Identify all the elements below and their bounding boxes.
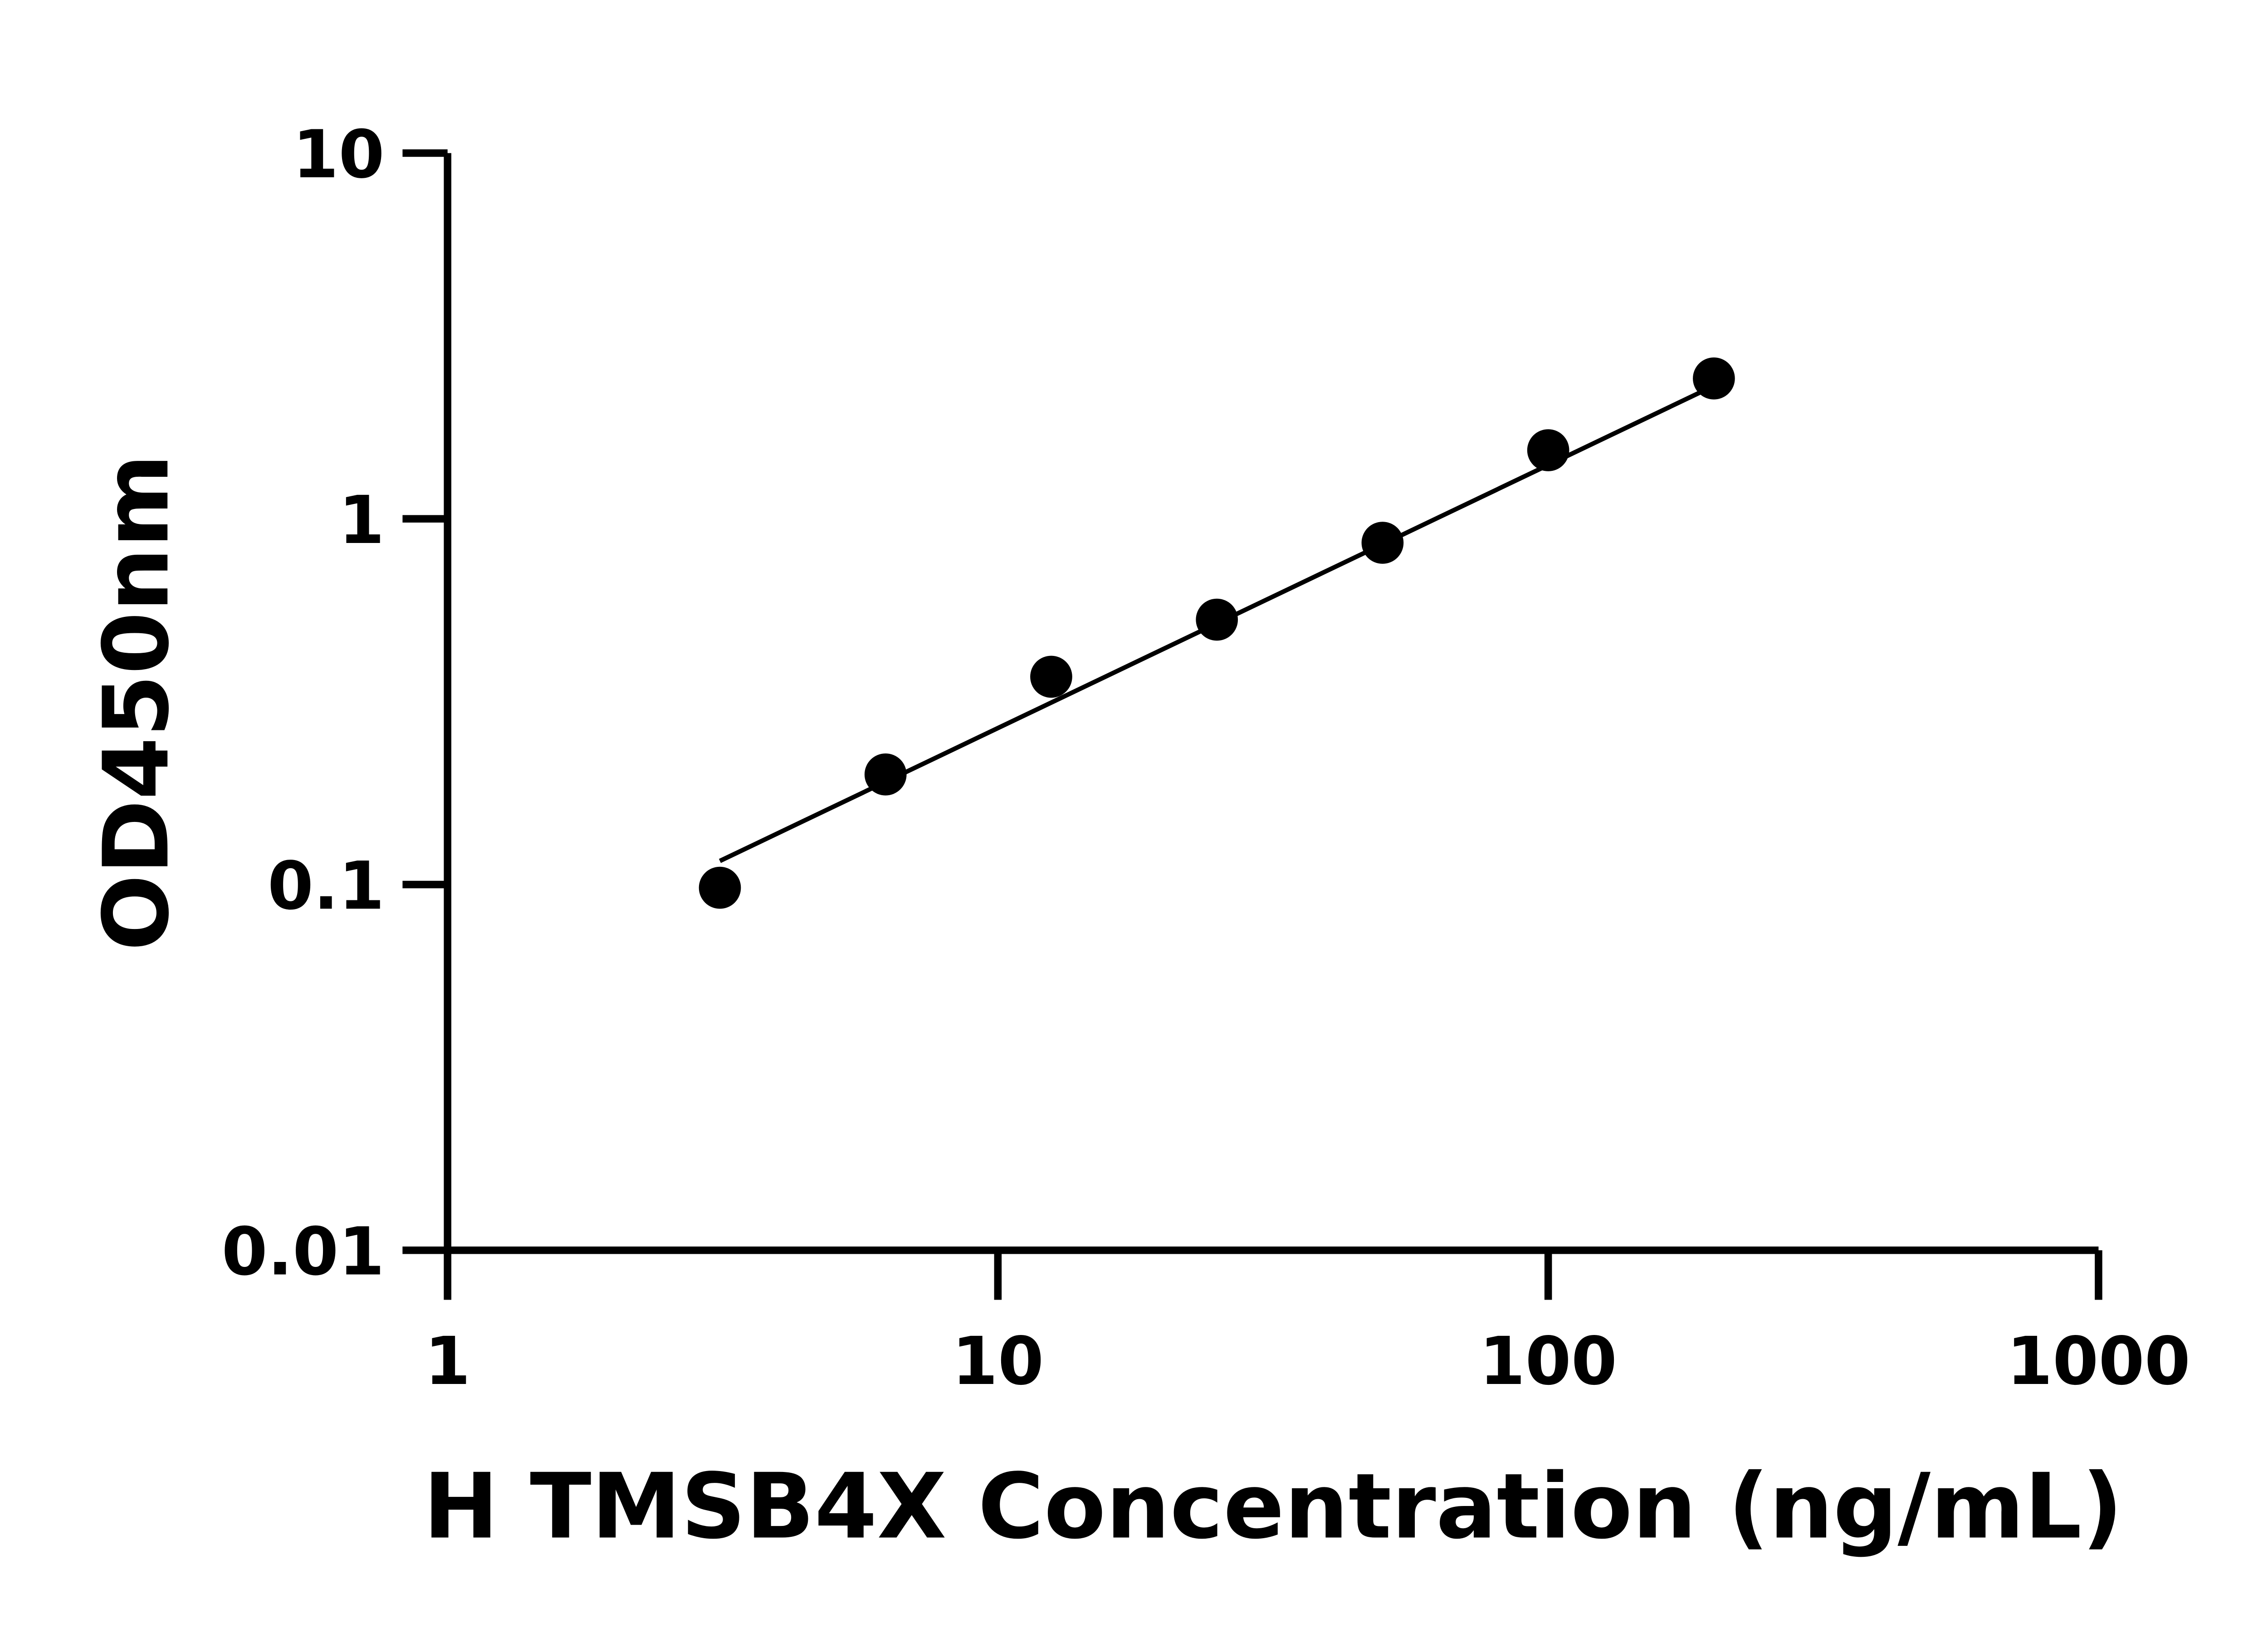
x-tick-label: 1	[425, 1323, 470, 1400]
data-point	[864, 753, 907, 796]
data-point	[1527, 429, 1569, 471]
data-point	[1196, 598, 1238, 641]
x-axis-label: H TMSB4X Concentration (ng/mL)	[423, 1454, 2123, 1559]
data-point	[1030, 655, 1072, 698]
y-tick-label: 0.01	[222, 1214, 385, 1291]
data-point	[699, 866, 741, 909]
y-tick-label: 10	[293, 117, 385, 193]
data-point	[1361, 522, 1404, 564]
x-tick-label: 100	[1479, 1323, 1617, 1400]
x-tick-label: 10	[952, 1323, 1044, 1400]
y-tick-label: 1	[338, 482, 384, 559]
y-tick-label: 0.1	[268, 848, 385, 924]
data-point	[1693, 357, 1735, 400]
x-tick-label: 1000	[2007, 1323, 2190, 1400]
y-axis-label: OD450nm	[84, 454, 189, 951]
